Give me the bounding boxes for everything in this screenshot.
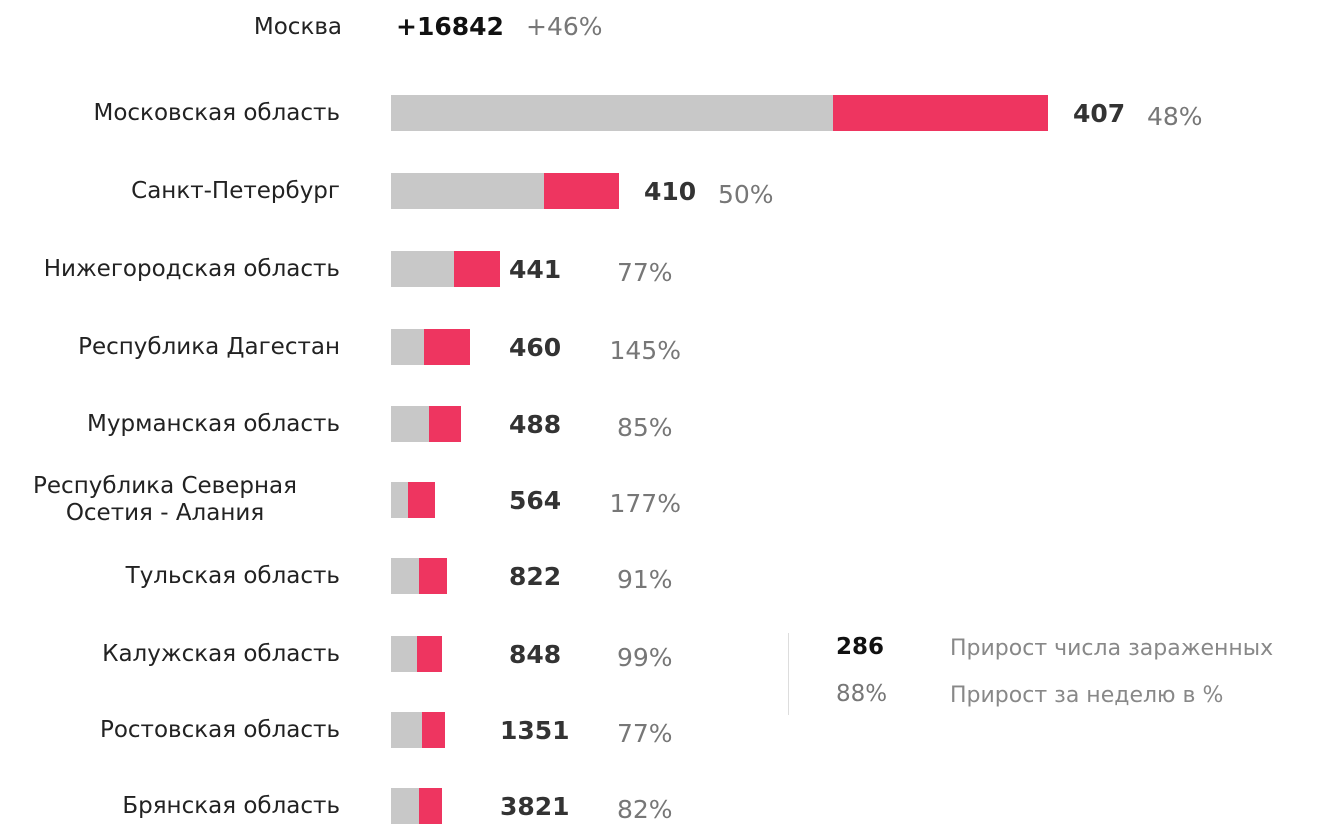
bar-segment [391, 482, 408, 518]
bar-segment [422, 712, 445, 748]
bar-segment [391, 329, 424, 365]
legend-count-text: Прирост числа зараженных [950, 636, 1274, 661]
category-label: Калужская область [102, 640, 340, 667]
count-label: 3821 [500, 791, 570, 821]
count-label: 441 [509, 254, 562, 284]
pct-label: 77% [617, 257, 673, 287]
legend-divider [788, 633, 789, 715]
count-label: 460 [509, 332, 562, 362]
pct-label: 77% [617, 718, 673, 748]
header-label: Москва [253, 14, 342, 40]
pct-label: 177% [609, 488, 681, 518]
bar-segment [391, 788, 419, 824]
category-label: Тульская область [125, 562, 340, 589]
bar-segment [833, 95, 1048, 131]
count-label: 410 [644, 176, 697, 206]
bar-segment [391, 636, 417, 672]
category-label: Республика Дагестан [78, 333, 340, 360]
category-label: Нижегородская область [43, 255, 340, 282]
pct-label: 91% [617, 564, 673, 594]
pct-label: 145% [609, 335, 681, 365]
pct-label: 99% [617, 642, 673, 672]
legend-count: 286 [836, 634, 885, 660]
pct-label: 48% [1147, 101, 1203, 131]
bar-segment [391, 406, 429, 442]
category-label: Брянская область [122, 792, 340, 819]
category-label: Республика Северная Осетия - Алания [33, 473, 297, 526]
bar-segment [544, 173, 619, 209]
legend-pct: 88% [836, 681, 888, 707]
bar-segment [429, 406, 461, 442]
count-label: 407 [1073, 98, 1126, 128]
legend-pct-text: Прирост за неделю в % [950, 683, 1224, 708]
bar-segment [424, 329, 470, 365]
pct-label: 82% [617, 794, 673, 824]
bar-segment [454, 251, 500, 287]
category-label: Московская область [93, 99, 340, 126]
category-label: Санкт-Петербург [131, 177, 340, 204]
count-label: 848 [509, 639, 562, 669]
bar-segment [419, 788, 442, 824]
bar-segment [419, 558, 447, 594]
bar-segment [391, 95, 833, 131]
category-label: Мурманская область [87, 410, 340, 437]
bar-segment [417, 636, 442, 672]
header-count: +16842 [396, 12, 504, 41]
count-label: 822 [509, 561, 562, 591]
count-label: 1351 [500, 715, 570, 745]
bar-segment [408, 482, 435, 518]
bar-segment [391, 712, 422, 748]
bar-segment [391, 251, 454, 287]
pct-label: 85% [617, 412, 673, 442]
pct-label: 50% [718, 179, 774, 209]
bar-segment [391, 558, 419, 594]
count-label: 488 [509, 409, 562, 439]
bar-segment [391, 173, 544, 209]
count-label: 564 [509, 485, 562, 515]
category-label: Ростовская область [99, 716, 340, 743]
header-pct: +46% [526, 12, 603, 41]
